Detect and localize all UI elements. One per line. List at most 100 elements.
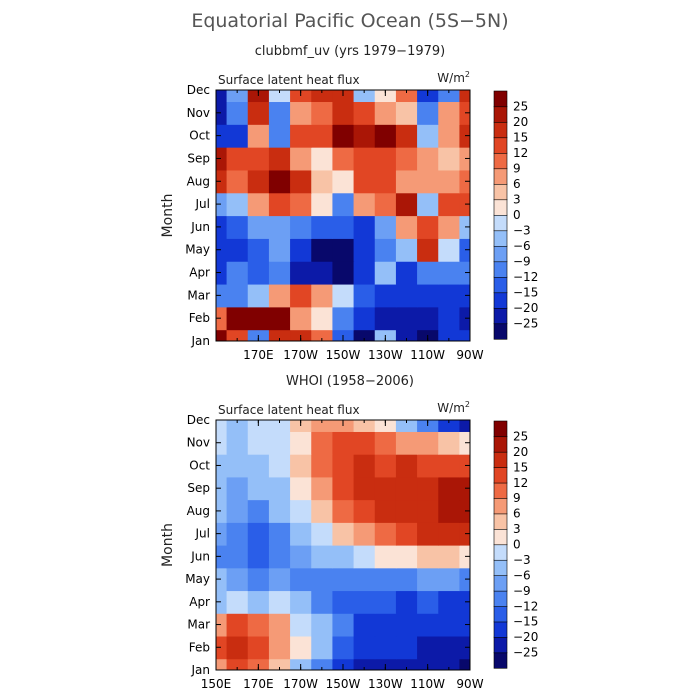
colorbar-swatch [493, 482, 508, 499]
heatmap-cell [395, 238, 418, 262]
panel2-y-tick-label: May [185, 572, 210, 586]
heatmap-cell [311, 101, 334, 125]
panel1-units-base: W/m [437, 71, 465, 85]
panel2-colorbar-label: 3 [513, 522, 521, 536]
heatmap-cell [290, 101, 312, 125]
colorbar-swatch [493, 121, 508, 139]
heatmap-cell [438, 567, 461, 592]
heatmap-cell [395, 545, 418, 569]
heatmap-cell [332, 499, 355, 523]
colorbar-swatch [493, 420, 508, 438]
heatmap-cell [353, 454, 376, 478]
heatmap-cell [311, 329, 334, 341]
heatmap-cell [438, 431, 461, 455]
colorbar-swatch [493, 90, 508, 108]
heatmap-cell [216, 613, 228, 637]
panel2-units: W/m2 [437, 400, 470, 415]
heatmap-cell [459, 545, 470, 569]
heatmap-cell [459, 658, 470, 670]
heatmap-cell [216, 192, 228, 217]
heatmap-cell [226, 545, 249, 569]
heatmap-cell [374, 169, 397, 194]
colorbar-swatch [493, 168, 508, 185]
heatmap-cell [438, 90, 461, 103]
heatmap-cell [268, 635, 291, 660]
heatmap-cell [216, 283, 228, 308]
heatmap-cell [290, 215, 312, 239]
heatmap-cell [311, 476, 334, 501]
panel1-y-tick-label: Feb [189, 311, 210, 325]
panel1-colorbar-label: −3 [513, 224, 531, 238]
colorbar-swatch [493, 230, 508, 247]
panel1-colorbar-label: −6 [513, 239, 531, 253]
colorbar-swatch [493, 106, 508, 123]
heatmap-cell [374, 306, 397, 331]
heatmap-cell [332, 522, 355, 546]
panel2-colorbar-label: 20 [513, 445, 528, 459]
heatmap-cell [374, 590, 397, 614]
heatmap-cell [459, 499, 470, 523]
heatmap-cell [332, 567, 355, 592]
heatmap-cell [374, 261, 397, 285]
panel2-colorbar-label: 25 [513, 429, 528, 443]
heatmap-cell [290, 567, 312, 592]
heatmap-cell [247, 192, 270, 217]
heatmap-cell [353, 147, 376, 171]
heatmap-cell [247, 567, 270, 592]
heatmap-cell [311, 261, 334, 285]
heatmap-cell [438, 658, 461, 670]
heatmap-cell [247, 306, 270, 331]
heatmap-cell [268, 476, 291, 501]
heatmap-cell [216, 169, 228, 194]
panel1-heatmap [216, 90, 470, 341]
heatmap-cell [268, 238, 291, 262]
heatmap-cell [438, 545, 461, 569]
heatmap-cell [438, 522, 461, 546]
heatmap-cell [268, 192, 291, 217]
heatmap-cell [226, 420, 249, 432]
heatmap-cell [438, 454, 461, 478]
heatmap-cell [438, 635, 461, 660]
heatmap-cell [290, 635, 312, 660]
heatmap-cell [417, 567, 439, 592]
heatmap-cell [353, 590, 376, 614]
heatmap-cell [332, 545, 355, 569]
panel1-y-axis-label: Month [160, 194, 176, 238]
heatmap-cell [353, 420, 376, 432]
heatmap-cell [374, 283, 397, 308]
heatmap-cell [226, 261, 249, 285]
heatmap-cell [247, 238, 270, 262]
heatmap-cell [353, 238, 376, 262]
panel2-y-axis-label: Month [160, 523, 176, 567]
heatmap-cell [459, 261, 470, 285]
heatmap-cell [395, 192, 418, 217]
heatmap-cell [247, 431, 270, 455]
panel1-units-sup: 2 [465, 70, 470, 79]
heatmap-cell [226, 454, 249, 478]
heatmap-cell [374, 522, 397, 546]
colorbar-swatch [493, 451, 508, 468]
heatmap-cell [438, 147, 461, 171]
heatmap-cell [417, 613, 439, 637]
panel2-y-tick-label: Jun [190, 549, 210, 563]
heatmap-cell [268, 454, 291, 478]
heatmap-cell [459, 476, 470, 501]
heatmap-cell [247, 545, 270, 569]
colorbar-swatch [493, 590, 508, 607]
colorbar-swatch [493, 513, 508, 530]
heatmap-cell [268, 215, 291, 239]
heatmap-cell [290, 431, 312, 455]
heatmap-cell [353, 261, 376, 285]
heatmap-cell [311, 431, 334, 455]
heatmap-cell [395, 124, 418, 148]
heatmap-cell [290, 261, 312, 285]
heatmap-cell [226, 431, 249, 455]
colorbar-swatch [493, 214, 508, 232]
panel1-x-tick-label: 170W [283, 348, 318, 362]
heatmap-cell [226, 658, 249, 670]
heatmap-cell [268, 431, 291, 455]
heatmap-cell [438, 590, 461, 614]
colorbar-swatch [493, 528, 508, 546]
heatmap-cell [395, 420, 418, 432]
heatmap-cell [417, 431, 439, 455]
